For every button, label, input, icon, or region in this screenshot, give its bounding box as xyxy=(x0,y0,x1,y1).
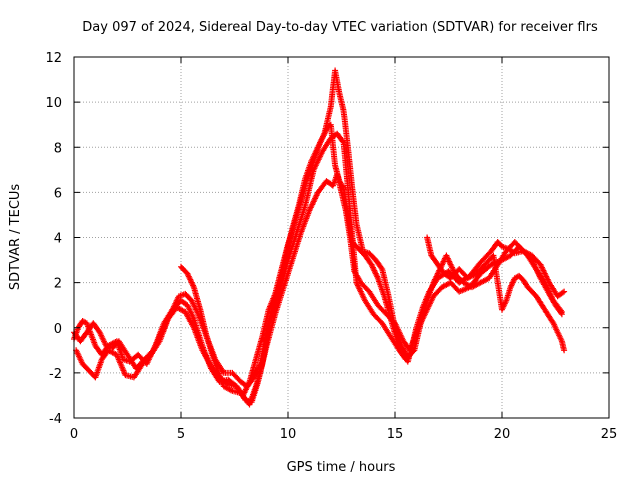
series-track-2 xyxy=(73,171,565,406)
axis-ticks: 0 5 10 15 20 25 -4 -2 0 2 4 6 8 10 12 xyxy=(45,51,617,442)
x-axis-label: GPS time / hours xyxy=(287,460,396,475)
data-points xyxy=(71,67,568,408)
series-track-4 xyxy=(424,234,568,354)
y-axis-label: SDTVAR / TECUs xyxy=(8,184,23,291)
x-tick-label: 0 xyxy=(70,427,78,442)
series-track-5 xyxy=(178,130,409,408)
y-tick-label: 6 xyxy=(54,186,62,201)
data-marker-path xyxy=(424,234,568,354)
data-marker-path xyxy=(73,171,565,406)
data-marker-path xyxy=(71,67,568,390)
y-tick-label: -4 xyxy=(49,412,62,427)
y-tick-label: 2 xyxy=(54,277,62,292)
x-tick-label: 15 xyxy=(387,427,404,442)
chart-title: Day 097 of 2024, Sidereal Day-to-day VTE… xyxy=(82,20,598,35)
y-tick-label: 12 xyxy=(45,51,62,66)
x-tick-label: 25 xyxy=(601,427,618,442)
y-tick-label: 4 xyxy=(54,232,62,247)
y-tick-label: 0 xyxy=(54,322,62,337)
x-tick-label: 10 xyxy=(280,427,297,442)
x-tick-label: 5 xyxy=(177,427,185,442)
y-tick-label: 8 xyxy=(54,141,62,156)
series-track-3 xyxy=(71,67,568,390)
x-tick-label: 20 xyxy=(494,427,511,442)
data-marker-path xyxy=(178,130,409,408)
y-tick-label: 10 xyxy=(45,96,62,111)
y-tick-label: -2 xyxy=(49,367,62,382)
